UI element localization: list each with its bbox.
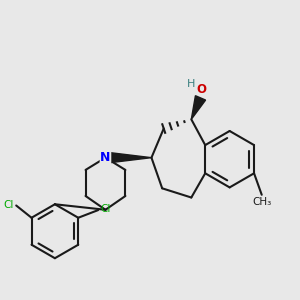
Text: CH₃: CH₃ — [252, 197, 271, 207]
Text: N: N — [100, 151, 111, 164]
Text: H: H — [187, 79, 196, 89]
Polygon shape — [191, 96, 206, 119]
Text: Cl: Cl — [100, 205, 111, 214]
Text: Cl: Cl — [3, 200, 14, 210]
Text: O: O — [196, 83, 206, 96]
Polygon shape — [109, 152, 152, 163]
